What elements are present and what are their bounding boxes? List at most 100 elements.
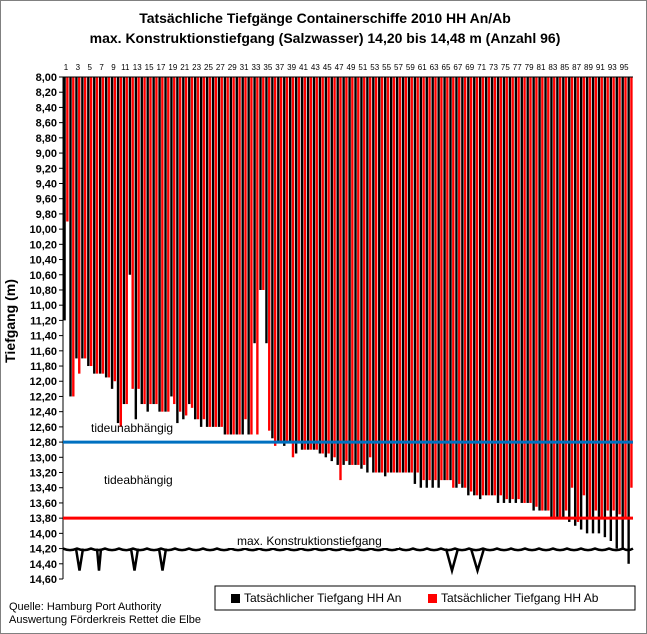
bar-an-16 [152,77,155,405]
bar-an-24 [199,77,203,427]
bar-an-22 [188,77,191,405]
x-tick-label: 27 [216,63,225,72]
x-tick-label: 41 [299,63,308,72]
y-tick-label: 8,60 [36,118,57,130]
x-tick-label: 83 [548,63,557,72]
bar-an-18 [164,77,167,412]
bar-ab-11 [125,77,128,405]
bar-ab-63 [434,77,437,481]
y-tick-label: 8,20 [36,87,57,99]
x-tick-label: 59 [406,63,415,72]
bar-an-21 [182,77,185,420]
bar-ab-5 [89,77,93,367]
bar-ab-72 [487,77,491,496]
bar-ab-74 [499,77,503,496]
bar-ab-65 [446,77,449,481]
source-line-2: Auswertung Förderkreis Rettet die Elbe [9,614,201,626]
bar-ab-67 [458,77,461,484]
bar-ab-94 [618,77,621,515]
bar-an-74 [496,77,500,503]
bar-ab-19 [173,77,176,405]
draft-curve-dip [157,548,168,571]
y-tick-label: 8,00 [36,72,57,84]
bar-an-11 [122,77,126,405]
x-tick-label: 43 [311,63,320,72]
bar-ab-43 [315,77,318,450]
y-tick-label: 13,60 [29,498,57,510]
bar-an-43 [312,77,316,450]
x-tick-label: 9 [111,63,116,72]
bar-ab-53 [374,77,378,473]
bar-an-65 [443,77,446,481]
annotation-tideabhaengig: tideabhängig [104,473,173,487]
legend-label-ab: Tatsächlicher Tiefgang HH Ab [441,591,599,605]
bar-an-36 [271,77,274,439]
bar-an-54 [378,77,381,473]
bar-ab-29 [232,77,235,435]
bar-an-56 [389,77,393,473]
x-tick-label: 63 [430,63,439,72]
y-tick-label: 10,20 [29,239,57,251]
bar-an-64 [437,77,440,488]
y-tick-label: 8,40 [36,102,57,114]
bar-ab-18 [167,77,170,412]
bar-an-15 [146,77,149,412]
bar-ab-24 [202,77,206,420]
y-tick-label: 11,20 [30,315,57,327]
bar-ab-76 [511,77,514,500]
bar-an-6 [93,77,96,374]
bar-an-61 [419,77,423,488]
bar-ab-73 [493,77,497,496]
bar-ab-25 [208,77,212,427]
bar-ab-51 [363,77,366,465]
bar-ab-50 [357,77,360,465]
bar-ab-23 [196,77,200,420]
bar-an-19 [170,77,173,397]
bar-an-88 [579,77,583,530]
y-tick-label: 10,80 [29,285,57,297]
axes-layer: 8,00 8,20 8,40 8,60 8,80 9,00 9,20 9,40 9,60 9,80… [29,63,633,586]
bar-an-49 [348,77,351,465]
x-tick-label: 73 [489,63,498,72]
bar-an-26 [211,77,215,427]
bar-an-93 [609,77,613,541]
bar-an-95 [621,77,624,549]
y-axis-label: Tiefgang (m) [2,279,18,363]
bar-an-57 [395,77,399,473]
bar-an-40 [294,77,298,454]
bar-ab-68 [463,77,467,488]
bar-an-60 [413,77,417,484]
draft-curve-dip [469,548,486,575]
bar-ab-54 [380,77,384,473]
bar-an-32 [247,77,250,435]
x-tick-label: 77 [513,63,522,72]
y-tick-label: 10,40 [29,255,57,267]
bar-ab-86 [570,77,574,488]
bar-an-34 [259,77,262,290]
bar-an-41 [300,77,304,450]
bar-ab-35 [268,77,271,431]
reference-lines [62,440,634,576]
bar-ab-15 [149,77,152,405]
bar-an-46 [330,77,333,462]
y-tick-label: 11,60 [30,346,57,358]
y-tick-label: 9,60 [36,194,57,206]
bar-ab-93 [612,77,615,511]
bar-an-90 [591,77,595,534]
bar-an-53 [372,77,375,473]
x-tick-label: 25 [204,63,213,72]
x-tick-label: 45 [323,63,332,72]
bar-layer [63,77,633,564]
x-tick-label: 15 [145,63,154,72]
bar-ab-32 [250,77,253,435]
bar-an-42 [306,77,310,450]
x-tick-label: 49 [347,63,356,72]
bar-ab-13 [137,77,140,389]
bar-ab-78 [523,77,526,503]
bar-an-84 [556,77,559,519]
bar-an-86 [568,77,571,522]
legend-box [214,585,636,611]
y-tick-label: 11,00 [30,300,57,312]
bar-ab-27 [220,77,223,427]
y-tick-label: 13,80 [29,513,57,525]
